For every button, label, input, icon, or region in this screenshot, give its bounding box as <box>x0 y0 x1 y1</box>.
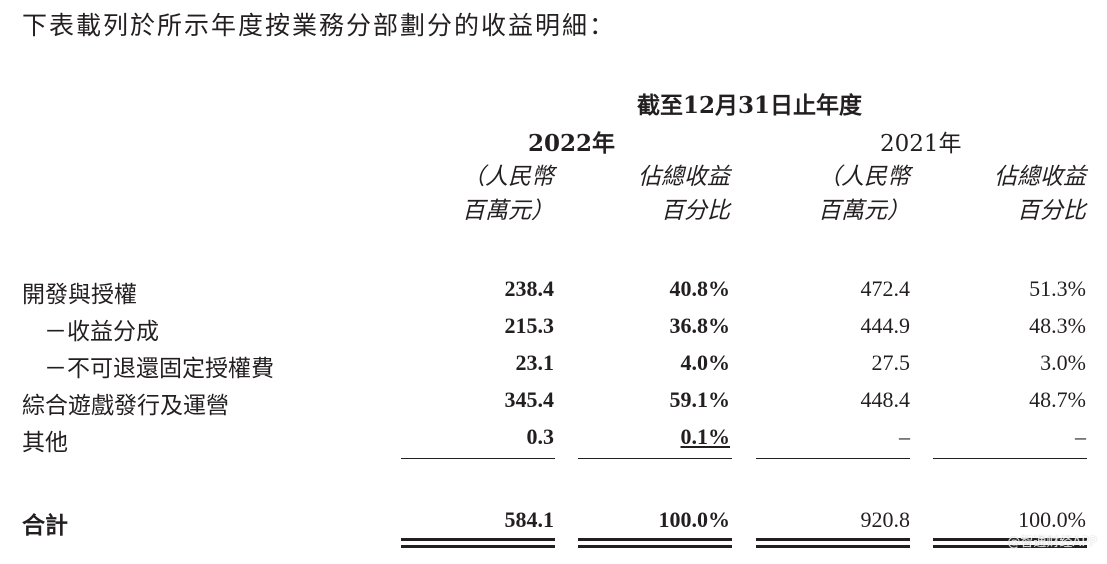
row-label: －收益分成 <box>44 319 159 345</box>
value-2022: 238.4 <box>504 276 555 301</box>
total-label: 合計 <box>22 512 68 539</box>
total-double-rule <box>933 538 1087 541</box>
col-2021-rmb-header: （人民幣 百萬元） <box>818 160 910 228</box>
subtotal-rule <box>933 458 1087 459</box>
row-label: 其他 <box>22 430 68 456</box>
col-2021-pct-line2: 百分比 <box>1017 198 1086 224</box>
total-double-rule <box>578 538 732 541</box>
col-2022-pct-line2: 百分比 <box>661 198 730 224</box>
subtotal-rule <box>401 458 555 459</box>
watermark: @智通财经APP <box>1007 535 1097 550</box>
percent-2022: 36.8% <box>669 313 731 338</box>
total-double-rule <box>756 545 910 548</box>
total-double-rule <box>933 545 1087 548</box>
percent-2022: 40.8% <box>669 276 731 301</box>
value-2021: 444.9 <box>860 313 911 338</box>
col-2021-rmb-line1: （人民幣 <box>818 164 910 190</box>
col-2022-rmb-line2: 百萬元） <box>462 198 554 224</box>
year-2021-header: 2021年 <box>880 131 962 157</box>
value-2022: 0.3 <box>526 424 555 449</box>
percent-2021: 3.0% <box>1040 350 1086 375</box>
col-2022-rmb-line1: （人民幣 <box>462 164 554 190</box>
row-label: 開發與授權 <box>22 282 137 308</box>
total-double-rule <box>756 538 910 541</box>
value-2021: – <box>899 424 910 449</box>
col-2021-rmb-line2: 百萬元） <box>818 198 910 224</box>
year-2022-header: 2022年 <box>528 130 616 157</box>
row-label: －不可退還固定授權費 <box>44 356 274 382</box>
value-2021: 27.5 <box>871 350 911 375</box>
col-2021-pct-header: 佔總收益 百分比 <box>994 160 1086 228</box>
row-label: 綜合遊戲發行及運營 <box>22 393 229 419</box>
col-2022-rmb-header: （人民幣 百萬元） <box>462 160 554 228</box>
total-double-rule <box>401 545 555 548</box>
value-2021: 448.4 <box>860 387 911 412</box>
period-header: 截至12月31日止年度 <box>637 92 863 119</box>
total-value-2022: 584.1 <box>504 507 555 532</box>
total-percent-2021: 100.0% <box>1018 507 1086 532</box>
total-double-rule <box>578 545 732 548</box>
value-2022: 23.1 <box>515 350 555 375</box>
percent-2021: 48.7% <box>1029 387 1086 412</box>
subtotal-rule <box>578 458 732 459</box>
value-2021: 472.4 <box>860 276 911 301</box>
percent-2022: 4.0% <box>680 350 731 375</box>
percent-2022: 0.1% <box>680 424 731 449</box>
percent-2022: 59.1% <box>669 387 731 412</box>
col-2022-pct-line1: 佔總收益 <box>638 164 730 190</box>
total-value-2021: 920.8 <box>860 507 911 532</box>
col-2021-pct-line1: 佔總收益 <box>994 164 1086 190</box>
value-2022: 215.3 <box>504 313 555 338</box>
value-2022: 345.4 <box>504 387 555 412</box>
percent-2021: 51.3% <box>1029 276 1086 301</box>
percent-2021: 48.3% <box>1029 313 1086 338</box>
total-double-rule <box>401 538 555 541</box>
percent-2021: – <box>1075 424 1086 449</box>
col-2022-pct-header: 佔總收益 百分比 <box>638 160 730 228</box>
subtotal-rule <box>756 458 910 459</box>
intro-text: 下表載列於所示年度按業務分部劃分的收益明細： <box>22 11 617 40</box>
total-percent-2022: 100.0% <box>658 507 731 532</box>
